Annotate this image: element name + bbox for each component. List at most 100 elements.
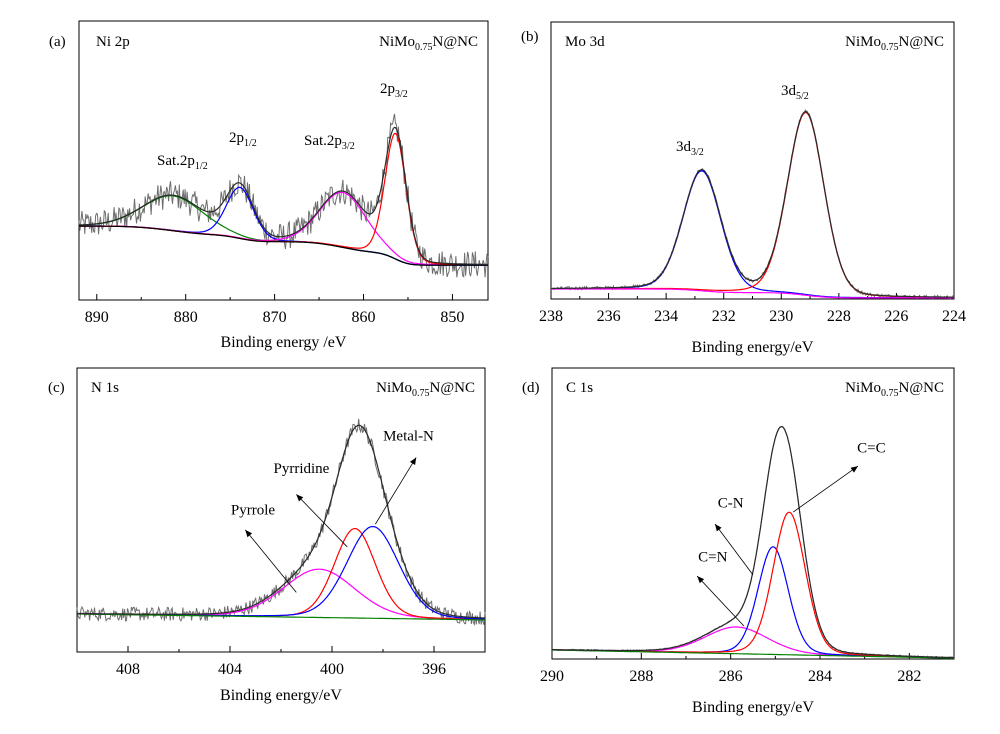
x-tick-label: 870 <box>263 309 287 326</box>
panel-title-d: C 1s <box>566 380 593 396</box>
sample-label-a: NiMo0.75N@NC <box>379 34 478 53</box>
peak-label-3d3-2: 3d3/2 <box>676 139 704 158</box>
sample-label-d: NiMo0.75N@NC <box>845 380 944 399</box>
x-tick-label: 400 <box>320 661 344 678</box>
fit-peak-c-n <box>552 546 955 659</box>
annotation-arrow <box>792 465 859 513</box>
annotation-arrow <box>296 494 348 548</box>
sample-label-c: NiMo0.75N@NC <box>376 380 475 399</box>
sample-sub: 0.75 <box>881 388 899 399</box>
sample-rest: N@NC <box>899 34 944 50</box>
fit-peak-metal-n <box>77 525 485 620</box>
annotation-arrow <box>696 575 745 627</box>
x-tick-label: 282 <box>897 668 921 685</box>
x-axis-label: Binding energy /eV <box>221 334 347 351</box>
raw-spectrum <box>78 113 489 278</box>
annotation-label: C-N <box>718 496 744 512</box>
background-line <box>79 225 488 266</box>
arrowhead-icon <box>409 457 417 465</box>
sample-sub: 0.75 <box>412 388 430 399</box>
x-axis-label: Binding energy/eV <box>220 687 342 704</box>
x-tick-label: 226 <box>884 308 908 325</box>
plot-frame <box>551 367 955 660</box>
sample-rest: N@NC <box>899 380 944 396</box>
peak-label-2p1-2: 2p1/2 <box>229 130 257 149</box>
peak-label-3d5-2: 3d5/2 <box>781 83 809 102</box>
sample-base: NiMo <box>379 34 415 50</box>
x-tick-label: 284 <box>808 668 832 685</box>
x-tick-label: 238 <box>539 308 563 325</box>
background-line <box>551 288 954 299</box>
peak-label-sat-2p3-2: Sat.2p3/2 <box>304 133 355 152</box>
sample-rest: N@NC <box>430 380 475 396</box>
x-tick-label: 232 <box>712 308 736 325</box>
annotation-label: Metal-N <box>383 428 434 444</box>
sample-label-b: NiMo0.75N@NC <box>845 34 944 53</box>
raw-spectrum <box>551 425 955 659</box>
arrowhead-icon <box>245 529 253 538</box>
panel-title-b: Mo 3d <box>565 34 605 50</box>
raw-spectrum <box>550 109 955 300</box>
fit-envelope <box>79 126 488 265</box>
background-line <box>552 649 954 659</box>
annotation-label: C=C <box>857 440 885 456</box>
fit-envelope <box>551 110 954 298</box>
fit-envelope <box>77 424 486 619</box>
arrowhead-icon <box>715 524 722 532</box>
sample-rest: N@NC <box>433 34 478 50</box>
annotation-label: Pyrridine <box>273 461 329 477</box>
panel-label-b: (b) <box>521 29 539 45</box>
fit-peak-2p3-2 <box>79 132 488 266</box>
plot-frame <box>76 367 486 653</box>
fit-peak-pyrrole <box>77 568 486 621</box>
fit-envelope <box>552 425 954 659</box>
annotation-arrow <box>714 523 754 576</box>
annotation-label: C=N <box>698 550 727 566</box>
x-tick-label: 396 <box>422 661 446 678</box>
panel-title-c: N 1s <box>91 380 119 396</box>
panel-label-c: (c) <box>48 380 65 396</box>
x-tick-label: 880 <box>174 309 198 326</box>
annotation-arrow <box>244 529 297 593</box>
panel-label-a: (a) <box>49 34 66 50</box>
sample-sub: 0.75 <box>415 42 433 53</box>
x-tick-label: 408 <box>116 661 140 678</box>
panel-b: 238 236 234 232 230 228 226 224 Binding energy/e… <box>521 21 966 356</box>
x-tick-label: 404 <box>218 661 242 678</box>
panel-a: 890 880 870 860 850 Binding energy /eV (a) Ni 2… <box>49 20 489 351</box>
fit-peak-3d3-2 <box>551 170 954 299</box>
arrowhead-icon <box>697 576 705 584</box>
plot-frame <box>78 20 489 301</box>
panel-c: 408 404 400 396 Binding energy/eV (c) N 1s NiM… <box>48 367 486 704</box>
peak-label-sat-2p1-2: Sat.2p1/2 <box>157 153 208 172</box>
plot-frame <box>550 21 955 300</box>
x-tick-label: 236 <box>597 308 621 325</box>
x-axis-label: Binding energy/eV <box>692 339 814 356</box>
x-tick-label: 860 <box>352 309 376 326</box>
panel-title-a: Ni 2p <box>96 34 130 50</box>
background-line <box>76 613 485 621</box>
sample-base: NiMo <box>845 380 881 396</box>
x-tick-label: 286 <box>719 668 743 685</box>
arrowhead-icon <box>850 466 858 473</box>
sample-sub: 0.75 <box>881 42 899 53</box>
x-tick-label: 290 <box>540 668 564 685</box>
x-tick-label: 890 <box>85 309 109 326</box>
fit-peak-c-c <box>551 511 954 659</box>
x-tick-label: 234 <box>654 308 678 325</box>
x-tick-label: 228 <box>827 308 851 325</box>
x-tick-label: 850 <box>440 309 464 326</box>
x-tick-label: 224 <box>942 308 966 325</box>
annotation-arrow <box>375 457 417 525</box>
panel-label-d: (d) <box>522 380 540 396</box>
sample-base: NiMo <box>845 34 881 50</box>
arrowhead-icon <box>296 494 304 502</box>
fit-peak-3d5-2 <box>551 111 954 298</box>
sample-base: NiMo <box>376 380 412 396</box>
x-axis-label: Binding energy/eV <box>692 699 814 716</box>
x-tick-label: 288 <box>629 668 653 685</box>
x-tick-label: 230 <box>769 308 793 325</box>
annotation-label: Pyrrole <box>231 502 276 518</box>
